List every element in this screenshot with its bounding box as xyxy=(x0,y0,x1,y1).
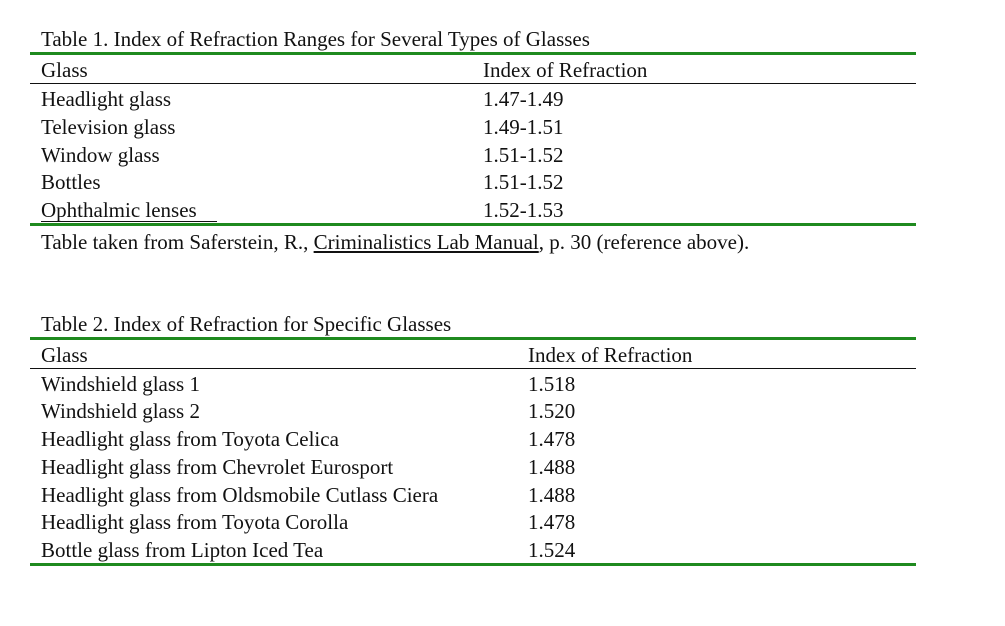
table1-cell-glass: Bottles xyxy=(41,170,101,194)
table1-top-rule xyxy=(30,52,916,55)
source-prefix: Table taken from Saferstein, R., xyxy=(41,230,314,254)
table1-row-underline xyxy=(41,221,217,222)
table2-bottom-rule xyxy=(30,563,916,566)
table1-cell-glass: Television glass xyxy=(41,115,176,139)
table1-header-glass: Glass xyxy=(41,58,88,82)
table1-cell-index: 1.51-1.52 xyxy=(483,143,564,167)
table1-cell-glass: Window glass xyxy=(41,143,160,167)
table1-bottom-rule xyxy=(30,223,916,226)
table1-cell-index: 1.51-1.52 xyxy=(483,170,564,194)
table2-header-rule xyxy=(30,368,916,369)
table1-header-rule xyxy=(30,83,916,84)
table1-source-note: Table taken from Saferstein, R., Crimina… xyxy=(41,230,749,254)
table2-header-index: Index of Refraction xyxy=(528,343,693,367)
table2-cell-index: 1.488 xyxy=(528,455,576,479)
table2-cell-index: 1.488 xyxy=(528,483,576,507)
table2-cell-index: 1.478 xyxy=(528,510,576,534)
table1-header-index: Index of Refraction xyxy=(483,58,648,82)
source-suffix: , p. 30 (reference above). xyxy=(538,230,750,254)
table2-header-glass: Glass xyxy=(41,343,88,367)
table2-cell-glass: Headlight glass from Oldsmobile Cutlass … xyxy=(41,483,439,507)
source-book-title: Criminalistics Lab Manual xyxy=(313,230,539,254)
table2-cell-glass: Bottle glass from Lipton Iced Tea xyxy=(41,538,324,562)
table1-cell-index: 1.49-1.51 xyxy=(483,115,564,139)
table2-caption: Table 2. Index of Refraction for Specifi… xyxy=(41,312,452,336)
table2-cell-index: 1.520 xyxy=(528,399,576,423)
table1-cell-index: 1.52-1.53 xyxy=(483,198,564,222)
table1-cell-glass: Ophthalmic lenses xyxy=(41,198,197,222)
table1-cell-glass: Headlight glass xyxy=(41,87,172,111)
table1-caption: Table 1. Index of Refraction Ranges for … xyxy=(41,27,679,54)
table2-cell-glass: Windshield glass 1 xyxy=(41,372,200,396)
table2-cell-glass: Headlight glass from Chevrolet Eurosport xyxy=(41,455,394,479)
table1-cell-index: 1.47-1.49 xyxy=(483,87,564,111)
table2-cell-index: 1.524 xyxy=(528,538,576,562)
table2-cell-glass: Headlight glass from Toyota Corolla xyxy=(41,510,349,534)
table2-top-rule xyxy=(30,337,916,340)
table2-cell-index: 1.478 xyxy=(528,427,576,451)
table2-cell-glass: Headlight glass from Toyota Celica xyxy=(41,427,339,451)
table2-cell-glass: Windshield glass 2 xyxy=(41,399,200,423)
table2-cell-index: 1.518 xyxy=(528,372,576,396)
